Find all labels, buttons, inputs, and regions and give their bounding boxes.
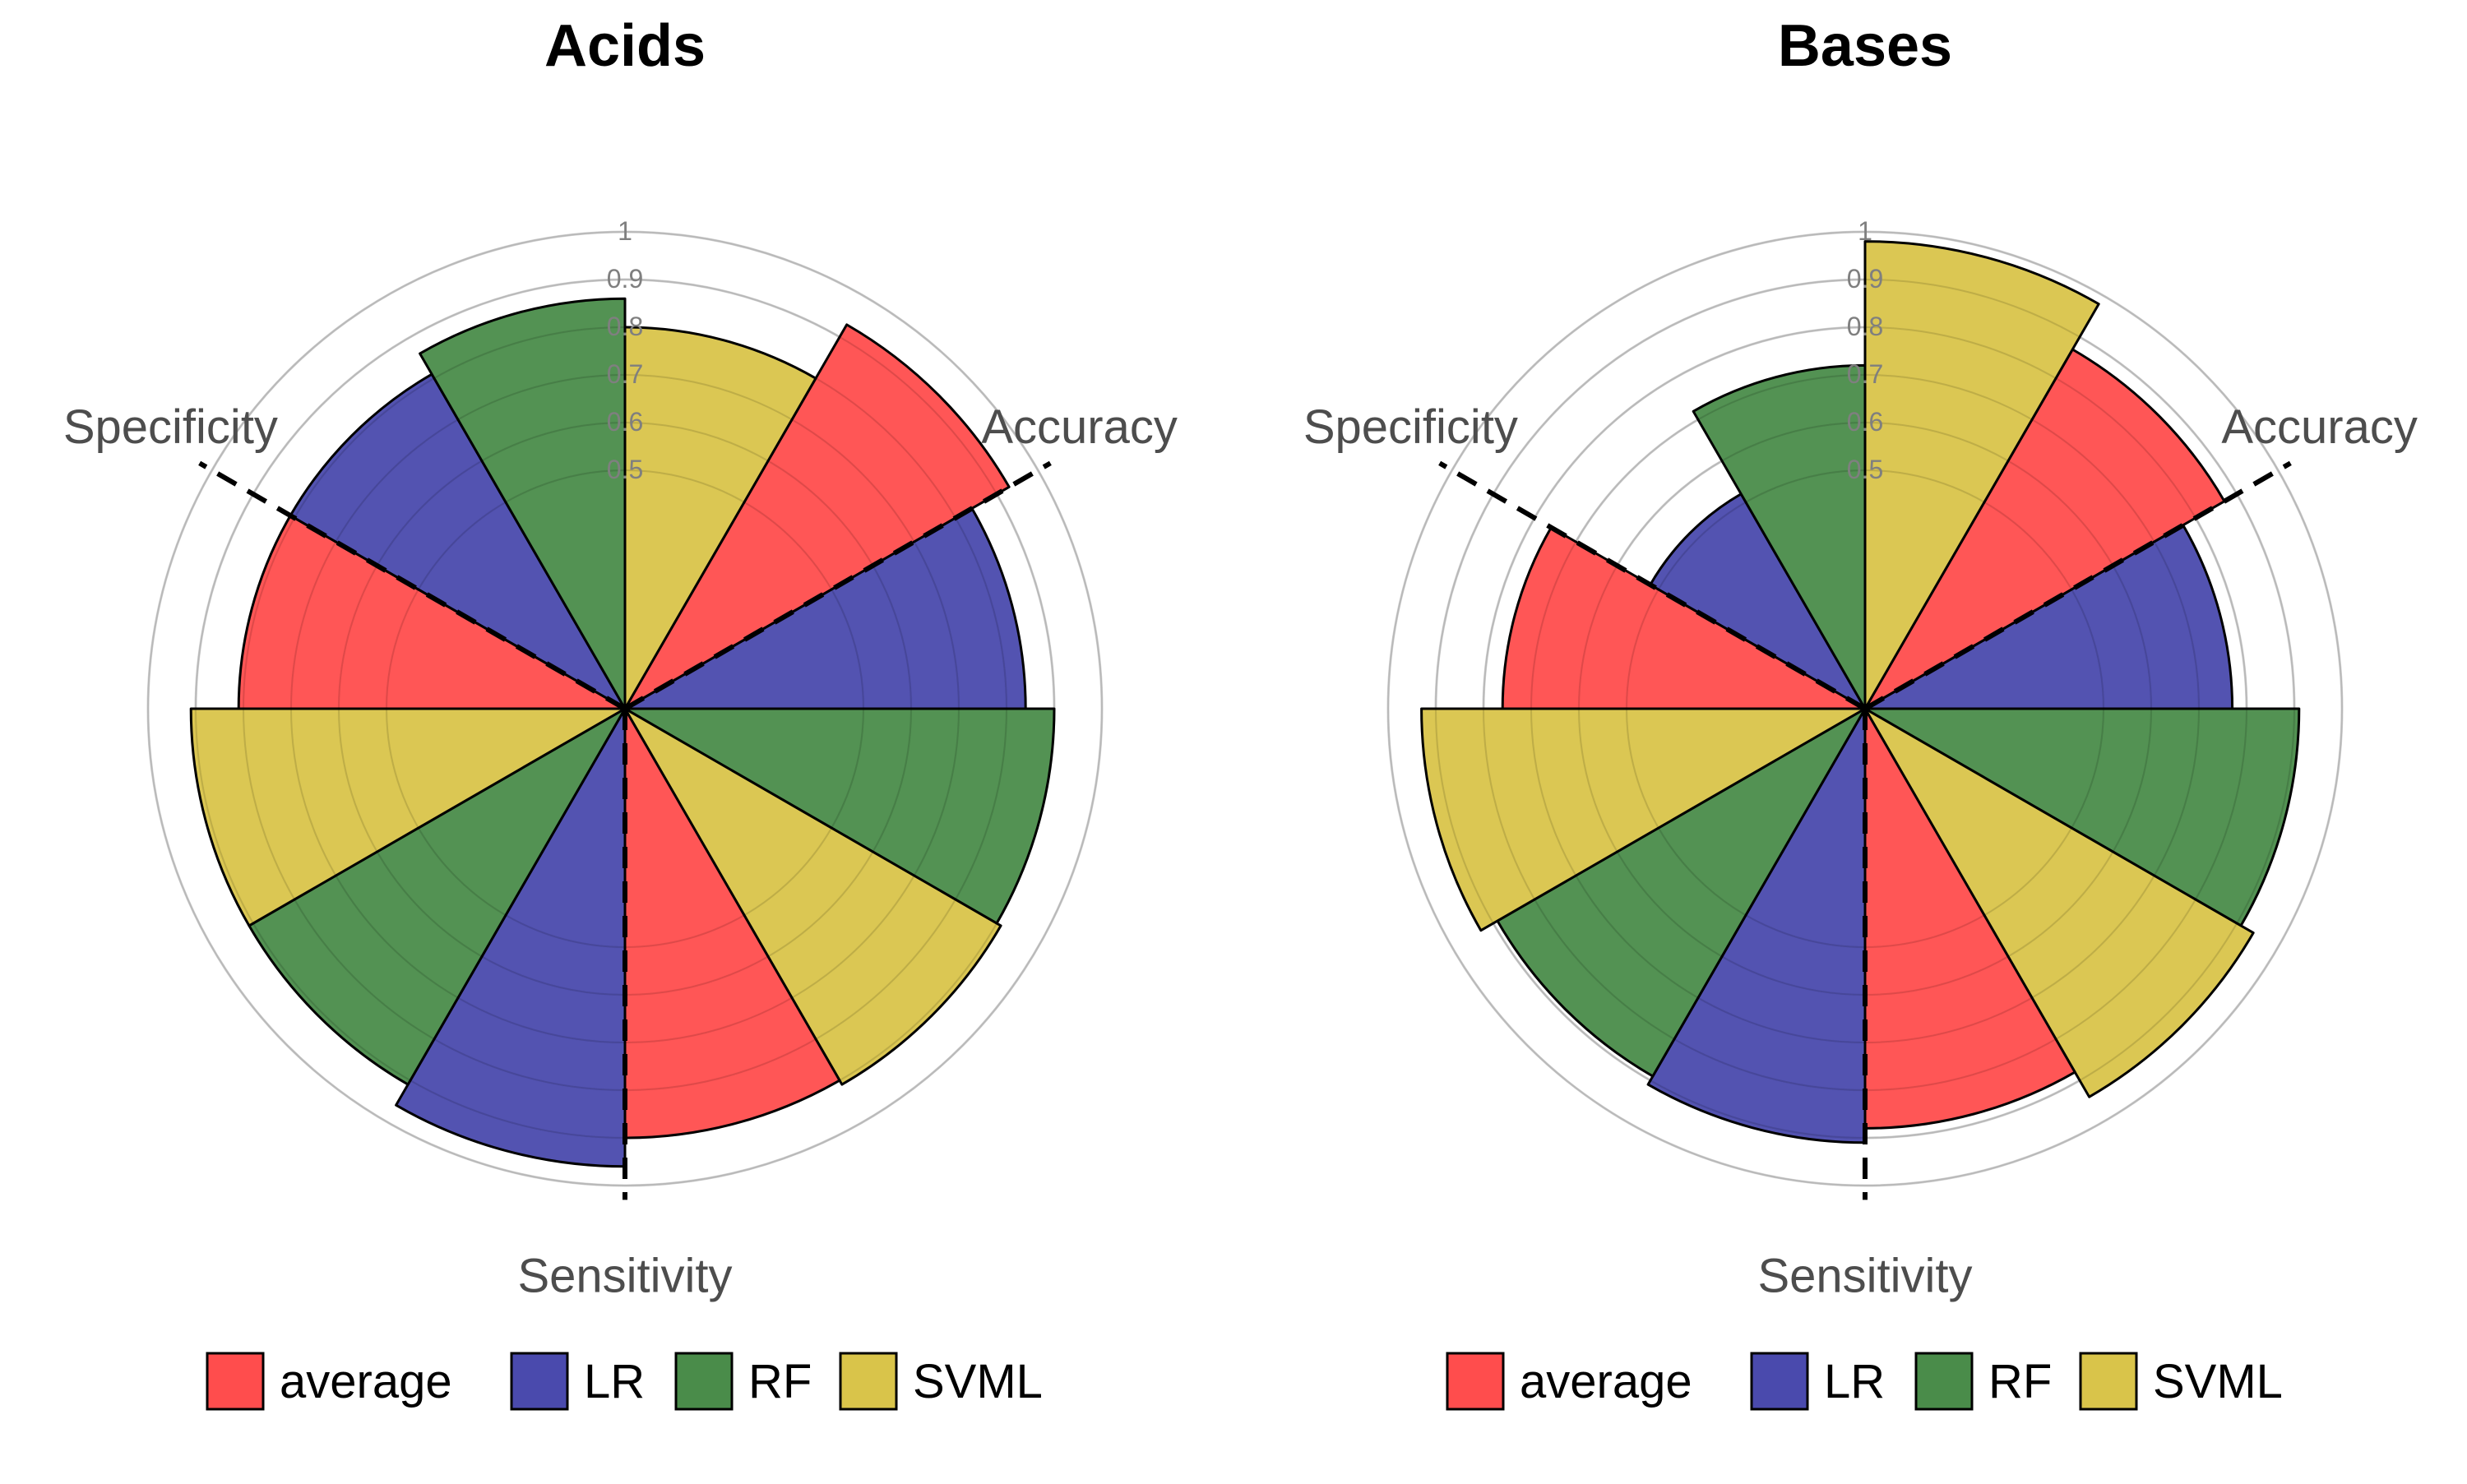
bar-accuracy-lr (623, 506, 1027, 710)
bar-specificity-average (1501, 526, 1867, 710)
legend-swatch-rf (674, 1352, 734, 1411)
radial-tick-label: 0.8 (607, 312, 643, 341)
bar-sensitivity-lr (1646, 707, 1867, 1144)
bar-sensitivity-average (623, 707, 841, 1140)
radial-tick-label: 0.7 (1847, 359, 1883, 389)
bar-specificity-rf (419, 297, 627, 710)
grid-overlay-circle (1387, 231, 2343, 1186)
legend-label-svml: SVML (913, 1355, 1043, 1408)
legend-label-svml: SVML (2153, 1355, 2283, 1408)
radial-tick-label: 0.8 (1847, 312, 1883, 341)
radial-tick-label: 0.5 (607, 455, 643, 484)
legend-swatch-average (1446, 1352, 1505, 1411)
chart-title-acids: Acids (544, 13, 706, 79)
bar-specificity-svml (623, 326, 817, 710)
bar-sensitivity-rf (1496, 707, 1867, 1078)
bar-accuracy-rf (1863, 707, 2301, 927)
bar-sensitivity-svml (1420, 707, 1867, 932)
radial-tick-label: 0.7 (607, 359, 643, 389)
grid-overlay-bases (1387, 231, 2343, 1186)
grid-overlay-circle (386, 469, 864, 948)
radial-ticks-bases: 0.5 0.6 0.7 0.8 0.9 1 (1847, 216, 1883, 484)
bar-accuracy-average (623, 323, 1011, 710)
bar-accuracy-rf (623, 707, 1056, 925)
bar-specificity-rf (1692, 363, 1867, 710)
axis-label-specificity: Specificity (63, 400, 278, 454)
axis-label-sensitivity: Sensitivity (517, 1250, 732, 1303)
legend-label-lr: LR (1824, 1355, 1885, 1408)
radial-tick-label: 1 (618, 216, 632, 246)
radial-tick-label: 0.6 (1847, 407, 1883, 437)
metric-divider-line (1863, 460, 2292, 711)
bar-specificity-svml (1863, 240, 2100, 710)
grid-overlay-circle (290, 374, 960, 1043)
legend-swatch-svml (2079, 1352, 2138, 1411)
metric-labels-acids: Accuracy Sensitivity Specificity (63, 400, 1178, 1302)
bar-accuracy-svml (1863, 707, 2255, 1098)
legend-swatch-rf (1914, 1352, 1974, 1411)
bars-acids (189, 297, 1056, 1168)
dividers-bases (1438, 460, 2292, 1200)
grid-circle (1386, 230, 2344, 1187)
grid-circle (146, 230, 1104, 1187)
radial-tick-label: 0.5 (1847, 455, 1883, 484)
chart-title-bases: Bases (1778, 13, 1952, 79)
metric-divider-line (623, 460, 1052, 711)
radial-tick-label: 1 (1858, 216, 1872, 246)
legend-label-rf: RF (1988, 1355, 2052, 1408)
legend-label-average: average (280, 1355, 452, 1408)
radial-ticks-acids: 0.5 0.6 0.7 0.8 0.9 1 (607, 216, 643, 484)
bar-specificity-lr (289, 372, 627, 710)
bar-specificity-lr (1649, 492, 1867, 710)
panel-bases: Bases 0.5 0.6 0.7 0.8 0.9 1 Accuracy Sensitivit… (1303, 13, 2418, 1411)
bar-sensitivity-lr (395, 707, 627, 1168)
bar-sensitivity-average (1863, 707, 2076, 1130)
metric-labels-bases: Accuracy Sensitivity Specificity (1303, 400, 2418, 1302)
bar-sensitivity-svml (189, 707, 627, 927)
radial-tick-label: 0.9 (1847, 264, 1883, 294)
grid-overlay-circle (1530, 374, 2200, 1043)
dividers-acids (198, 460, 1052, 1200)
bar-accuracy-average (1863, 348, 2226, 710)
legend-label-lr: LR (584, 1355, 645, 1408)
radial-tick-label: 0.9 (607, 264, 643, 294)
bar-accuracy-lr (1863, 524, 2234, 710)
axis-label-specificity: Specificity (1303, 400, 1518, 454)
legend-bases: average LR RF SVML (1446, 1352, 2283, 1411)
bar-specificity-average (237, 514, 627, 710)
panel-acids: Acids 0.5 0.6 0.7 0.8 0.9 1 Accuracy Sensitivit… (63, 13, 1178, 1411)
bar-accuracy-svml (623, 707, 1002, 1086)
legend-label-average: average (1520, 1355, 1692, 1408)
legend-swatch-average (206, 1352, 265, 1411)
axis-label-accuracy: Accuracy (2221, 400, 2418, 454)
legend-swatch-lr (510, 1352, 569, 1411)
grid-overlay-circle (1626, 469, 2104, 948)
bars-bases (1420, 240, 2301, 1144)
bar-sensitivity-rf (248, 707, 627, 1086)
legend-swatch-svml (839, 1352, 898, 1411)
legend-acids: average LR RF SVML (206, 1352, 1043, 1411)
axis-label-accuracy: Accuracy (981, 400, 1178, 454)
legend-swatch-lr (1750, 1352, 1809, 1411)
axis-label-sensitivity: Sensitivity (1757, 1250, 1972, 1303)
legend-label-rf: RF (748, 1355, 812, 1408)
grid-overlay-circle (147, 231, 1103, 1186)
metric-divider-line (198, 460, 627, 711)
metric-divider-line (1438, 460, 1867, 711)
radial-tick-label: 0.6 (607, 407, 643, 437)
